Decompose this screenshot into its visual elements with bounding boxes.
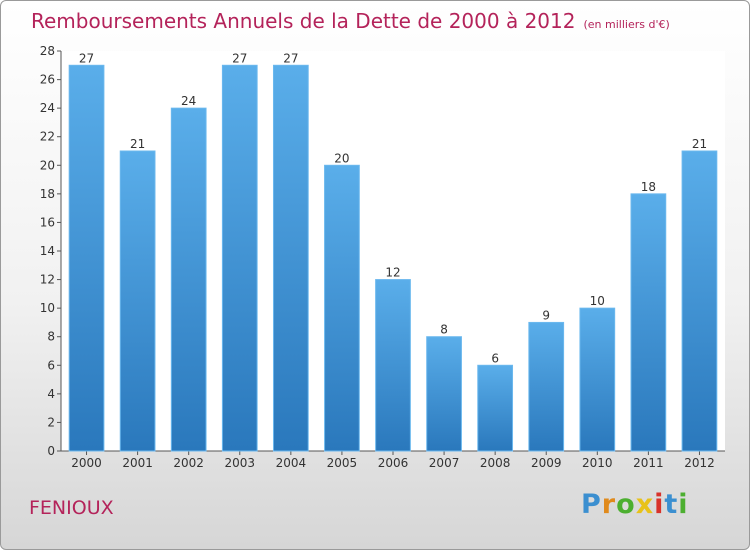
data-label-2008: 6 <box>491 351 499 365</box>
data-label-2004: 27 <box>283 51 298 65</box>
bar-2005 <box>324 164 360 452</box>
bar-2003 <box>221 64 258 452</box>
data-label-2009: 9 <box>542 308 550 322</box>
x-axis: 2000 2001 2002 2003 2004 2005 2006 2007 2008 2009… <box>61 450 725 470</box>
y-tick-label: 22 <box>40 130 55 144</box>
y-tick-label: 2 <box>47 415 55 429</box>
y-tick-label: 20 <box>40 158 55 172</box>
y-tick-label: 6 <box>47 358 55 372</box>
x-tick-label: 2008 <box>480 456 511 470</box>
place-name: FENIOUX <box>29 497 114 519</box>
x-tick-label: 2011 <box>633 456 664 470</box>
x-tick-label: 2010 <box>582 456 613 470</box>
brand-letter: t <box>664 489 679 520</box>
y-tick-label: 14 <box>40 244 55 258</box>
bar-2010 <box>579 307 616 452</box>
y-tick-label: 8 <box>47 330 55 344</box>
bar-2000 <box>68 64 105 452</box>
bar-2004 <box>272 64 309 452</box>
data-label-2005: 20 <box>334 151 349 165</box>
y-tick-label: 4 <box>47 387 55 401</box>
y-tick-label: 12 <box>40 273 55 287</box>
data-label-2000: 27 <box>79 51 94 65</box>
brand-letter: x <box>635 489 655 520</box>
y-tick-label: 26 <box>40 73 55 87</box>
data-label-2011: 18 <box>641 180 656 194</box>
x-tick-label: 2001 <box>122 456 153 470</box>
bar-2011 <box>630 193 667 452</box>
data-label-2010: 10 <box>590 294 605 308</box>
data-label-2007: 8 <box>440 323 448 337</box>
brand-letter: i <box>678 489 689 520</box>
bar-series <box>68 64 718 452</box>
x-tick-label: 2000 <box>71 456 102 470</box>
bar-2009 <box>528 321 565 452</box>
x-tick-label: 2004 <box>276 456 307 470</box>
y-tick-label: 10 <box>40 301 55 315</box>
y-tick-label: 18 <box>40 187 55 201</box>
data-label-2001: 21 <box>130 137 145 151</box>
data-label-2003: 27 <box>232 51 247 65</box>
x-tick-label: 2003 <box>224 456 255 470</box>
y-tick-label: 28 <box>40 44 55 58</box>
x-tick-label: 2009 <box>531 456 562 470</box>
bar-2012 <box>681 150 718 452</box>
y-tick-label: 24 <box>40 101 55 115</box>
bar-2002 <box>170 107 207 452</box>
bar-2007 <box>426 336 462 452</box>
brand-logo: Proxiti <box>581 489 689 520</box>
x-tick-label: 2007 <box>429 456 460 470</box>
data-label-2012: 21 <box>692 137 707 151</box>
chart-title: Remboursements Annuels de la Dette de 20… <box>31 9 670 33</box>
bar-2006 <box>375 279 411 452</box>
x-tick-label: 2006 <box>378 456 409 470</box>
data-labels: 27 21 24 27 27 20 12 8 6 9 10 18 21 <box>79 51 707 365</box>
x-tick-label: 2012 <box>684 456 715 470</box>
brand-letter: i <box>654 489 665 520</box>
brand-letter: r <box>601 489 617 520</box>
chart-subtitle: (en milliers d'€) <box>583 18 670 31</box>
brand-letter: o <box>616 489 636 520</box>
bar-2001 <box>119 150 156 452</box>
x-tick-label: 2005 <box>327 456 358 470</box>
data-label-2002: 24 <box>181 94 196 108</box>
y-tick-label: 16 <box>40 215 55 229</box>
bar-2008 <box>477 364 514 452</box>
data-label-2006: 12 <box>385 266 400 280</box>
x-tick-label: 2002 <box>173 456 204 470</box>
y-tick-label: 0 <box>47 444 55 458</box>
chart-title-text: Remboursements Annuels de la Dette de 20… <box>31 9 576 33</box>
brand-letter: P <box>581 489 602 520</box>
